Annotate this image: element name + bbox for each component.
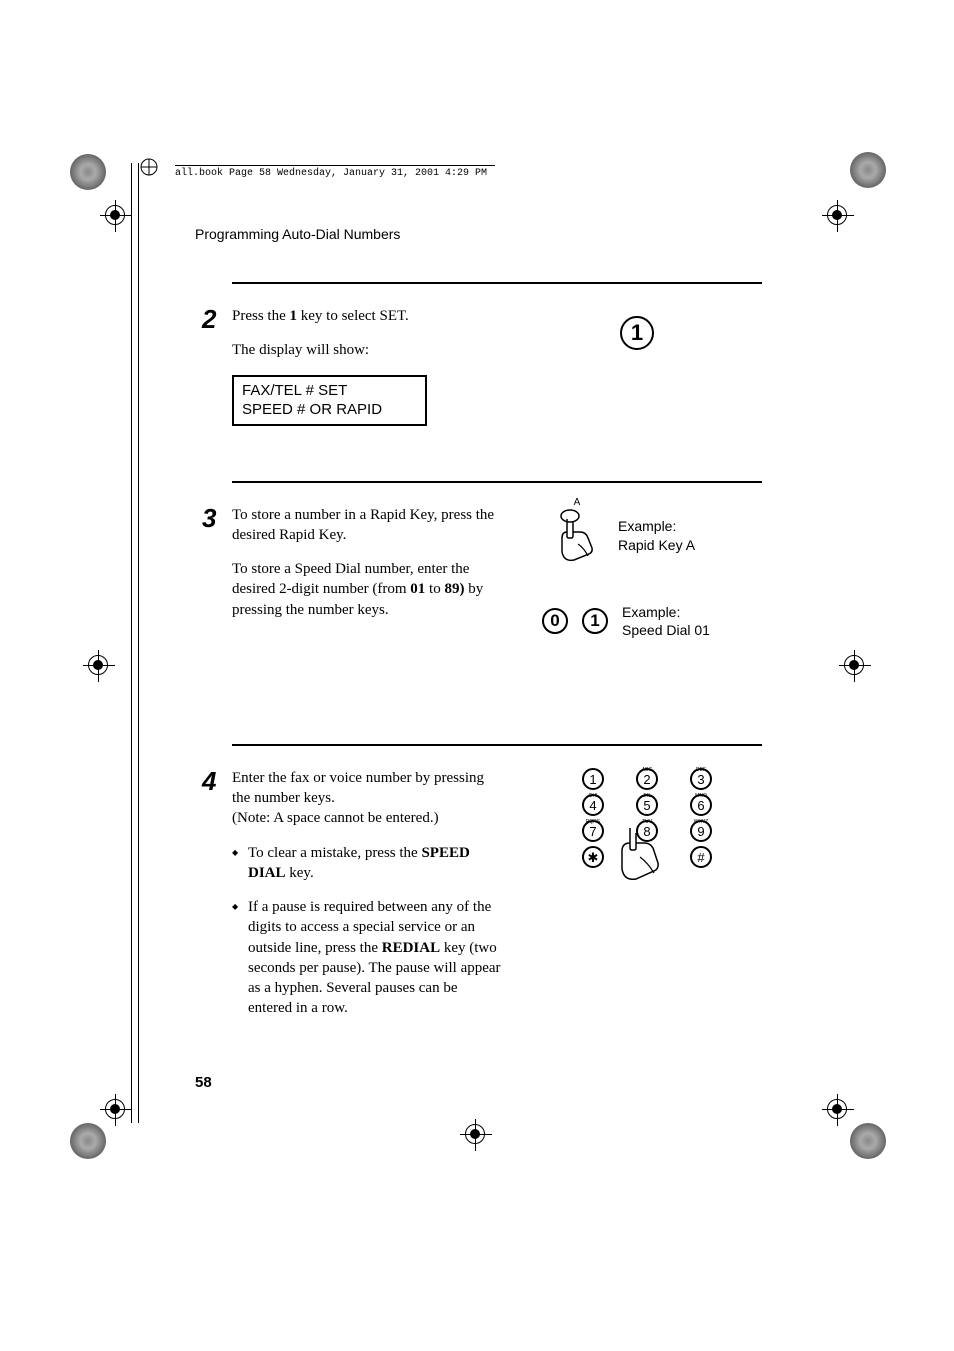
cap2b: Speed Dial 01 (622, 622, 710, 638)
crop-ball-tl (70, 154, 106, 190)
step-number-4: 4 (202, 766, 216, 797)
kp-9: WXYZ9 (690, 820, 712, 842)
lcd-line-1: FAX/TEL # SET (242, 381, 417, 401)
hand-press-icon (552, 508, 602, 570)
reg-mark-br (822, 1094, 854, 1126)
crop-ball-bl (70, 1123, 106, 1159)
step4-p1note: (Note: A space cannot be entered.) (232, 810, 439, 826)
book-header-strip: all.book Page 58 Wednesday, January 31, … (175, 165, 495, 179)
reg-mark-tr (822, 200, 854, 232)
step4-p1: Enter the fax or voice number by pressin… (232, 770, 484, 806)
kp-star: ✱ (582, 846, 604, 868)
rapid-key-label: A (552, 497, 602, 508)
step2-t1c: key to select SET. (297, 308, 409, 324)
kp-7: PQRS7 (582, 820, 604, 842)
step3-p2c: to (425, 581, 444, 597)
cap1b: Rapid Key A (618, 537, 695, 553)
step-3: 3 To store a number in a Rapid Key, pres… (232, 481, 762, 744)
step2-t1: Press the (232, 308, 290, 324)
page-number: 58 (195, 1074, 212, 1091)
reg-mark-ml (83, 650, 115, 682)
hand-press-keypad-icon (610, 823, 670, 893)
lcd-line-2: SPEED # OR RAPID (242, 400, 417, 420)
step-number-3: 3 (202, 503, 216, 534)
step-3-body: To store a number in a Rapid Key, press … (232, 505, 502, 620)
step2-key-bold: 1 (290, 308, 298, 324)
step-4-body: Enter the fax or voice number by pressin… (232, 768, 502, 1019)
step-4-illus: 1 ABC2 DEF3 GHI4 JKL5 MNO6 PQRS7 TUV8 WX… (562, 768, 722, 872)
lcd-display: FAX/TEL # SET SPEED # OR RAPID (232, 375, 427, 426)
step3-p1: To store a number in a Rapid Key, press … (232, 505, 502, 546)
content-area: 2 Press the 1 key to select SET. The dis… (232, 282, 762, 1073)
vrule-inner (138, 163, 139, 1123)
step3-p2d: 89) (444, 581, 464, 597)
key-0-icon: 0 (542, 608, 568, 634)
crop-ball-tr (850, 152, 886, 188)
page-title: Programming Auto-Dial Numbers (195, 226, 400, 242)
step3-p2b: 01 (410, 581, 425, 597)
step-2-illus: 1 (512, 316, 762, 350)
reg-mark-mr (839, 650, 871, 682)
step-3-illus: A Example: Rapid Key A 0 1 Example: (512, 497, 762, 639)
step-2: 2 Press the 1 key to select SET. The dis… (232, 282, 762, 481)
numeric-keypad-icon: 1 ABC2 DEF3 GHI4 JKL5 MNO6 PQRS7 TUV8 WX… (582, 768, 712, 868)
book-icon (140, 158, 158, 176)
kp-hash: # (690, 846, 712, 868)
step-2-body: Press the 1 key to select SET. The displ… (232, 306, 502, 426)
crop-ball-br (850, 1123, 886, 1159)
cap2a: Example: (622, 604, 680, 620)
step-number-2: 2 (202, 304, 216, 335)
reg-mark-bl (100, 1094, 132, 1126)
reg-mark-bc (460, 1119, 492, 1151)
step4-b2b: REDIAL (382, 940, 440, 956)
key-1-icon: 1 (620, 316, 654, 350)
step4-b1c: key. (286, 865, 314, 881)
step-4: 4 Enter the fax or voice number by press… (232, 744, 762, 1073)
step4-b1a: To clear a mistake, press the (248, 845, 421, 861)
vrule-outer (131, 163, 132, 1123)
cap1a: Example: (618, 518, 676, 534)
reg-mark-tl (100, 200, 132, 232)
key-1b-icon: 1 (582, 608, 608, 634)
step2-t2: The display will show: (232, 340, 502, 360)
header-bar-text: all.book Page 58 Wednesday, January 31, … (175, 168, 487, 179)
